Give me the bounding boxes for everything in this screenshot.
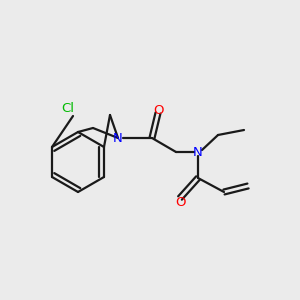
Text: N: N xyxy=(193,146,203,158)
Text: O: O xyxy=(153,103,163,116)
Text: O: O xyxy=(175,196,185,208)
Text: Cl: Cl xyxy=(61,101,74,115)
Text: N: N xyxy=(113,131,123,145)
